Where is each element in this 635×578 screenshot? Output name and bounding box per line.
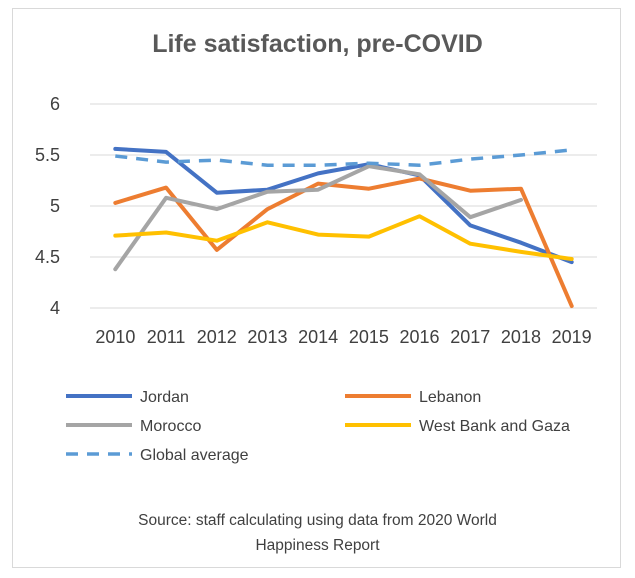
series-line-global-average — [115, 148, 572, 167]
series-line-morocco — [113, 164, 523, 272]
x-axis-ticks: 2010 2011 2012 2013 2014 2015 2016 2017 2018 2019 — [95, 327, 591, 347]
x-tick-label: 2014 — [298, 327, 338, 347]
x-tick-label: 2013 — [247, 327, 287, 347]
x-tick-label: 2012 — [197, 327, 237, 347]
x-tick-label: 2018 — [501, 327, 541, 347]
y-tick-label: 4 — [50, 298, 60, 318]
y-tick-label: 5.5 — [35, 145, 60, 165]
x-tick-label: 2010 — [95, 327, 135, 347]
legend-label-west-bank-and-gaza: West Bank and Gaza — [419, 418, 570, 435]
y-tick-label: 6 — [50, 94, 60, 114]
gridlines — [90, 103, 597, 309]
series-line-jordan — [113, 146, 574, 265]
legend: Jordan Lebanon Morocco West Bank and Gaza Gl… — [66, 389, 570, 464]
y-axis-ticks: 6 5.5 5 4.5 4 — [35, 94, 60, 318]
source-line-2: Happiness Report — [255, 537, 380, 554]
source-line-1: Source: staff calculating using data fro… — [138, 512, 497, 529]
source-note: Source: staff calculating using data fro… — [0, 508, 635, 558]
chart-frame — [12, 8, 621, 568]
x-tick-label: 2019 — [552, 327, 592, 347]
legend-label-morocco: Morocco — [140, 418, 201, 435]
legend-label-lebanon: Lebanon — [419, 389, 481, 406]
series-line-lebanon — [113, 176, 574, 308]
y-tick-label: 4.5 — [35, 247, 60, 267]
chart-title: Life satisfaction, pre-COVID — [152, 30, 483, 58]
x-tick-label: 2011 — [147, 327, 186, 347]
x-tick-label: 2015 — [349, 327, 389, 347]
legend-label-global-average: Global average — [140, 447, 249, 464]
legend-label-jordan: Jordan — [140, 389, 189, 406]
series-lines — [113, 146, 574, 308]
x-tick-label: 2017 — [450, 327, 490, 347]
x-tick-label: 2016 — [400, 327, 440, 347]
series-line-west-bank-and-gaza — [113, 214, 574, 261]
y-tick-label: 5 — [50, 196, 60, 216]
